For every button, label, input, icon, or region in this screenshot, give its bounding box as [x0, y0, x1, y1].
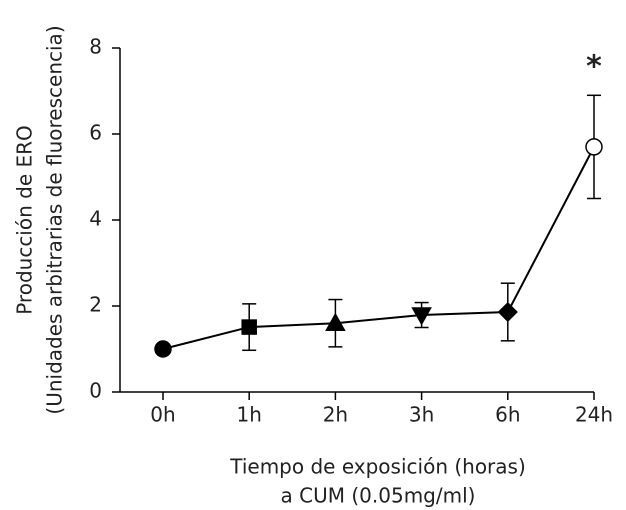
x-tick-label: 0h — [150, 403, 175, 427]
x-tick-label: 2h — [323, 403, 348, 427]
y-tick-label: 8 — [89, 35, 102, 59]
x-axis-label: a CUM (0.05mg/ml) — [281, 484, 476, 508]
annotation: * — [586, 50, 602, 85]
marker — [411, 307, 432, 326]
y-axis-label: (Unidades arbitrarias de fluorescencia) — [43, 25, 67, 414]
marker — [325, 312, 346, 331]
marker — [154, 340, 172, 358]
x-tick-label: 3h — [409, 403, 434, 427]
x-axis-label: Tiempo de exposición (horas) — [229, 455, 526, 479]
x-tick-label: 24h — [575, 403, 613, 427]
marker — [497, 301, 518, 323]
x-tick-label: 6h — [495, 403, 520, 427]
marker — [241, 319, 257, 335]
marker — [585, 138, 603, 156]
y-tick-label: 2 — [89, 293, 102, 317]
y-tick-label: 6 — [89, 121, 102, 145]
x-tick-label: 1h — [236, 403, 261, 427]
y-axis-label: Producción de ERO — [13, 125, 37, 315]
y-tick-label: 4 — [89, 207, 102, 231]
line — [162, 146, 595, 350]
y-tick-label: 0 — [89, 379, 102, 403]
